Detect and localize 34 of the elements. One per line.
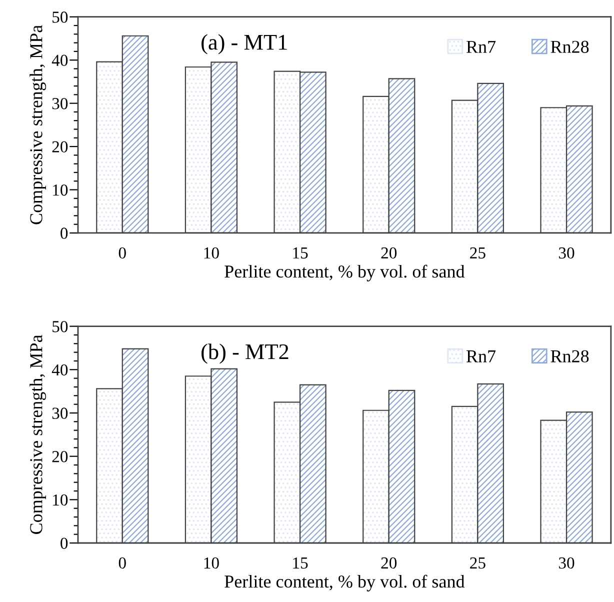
legend-label: Rn28 <box>550 40 589 53</box>
x-tick-label: 0 <box>118 247 126 259</box>
legend-label: Rn7 <box>466 350 496 362</box>
x-tick-label: 15 <box>293 557 308 569</box>
legend-label: Rn7 <box>466 40 496 53</box>
y-tick-label: 50 <box>52 320 68 332</box>
text: (b) - MT2 <box>202 344 288 364</box>
x-tick-label: 15 <box>293 247 308 259</box>
x-axis-title: Perlite content, % by vol. of sand <box>224 574 465 592</box>
x-tick-label: 30 <box>558 557 574 569</box>
x-tick-label: 30 <box>558 247 574 259</box>
y-tick-label: 30 <box>52 98 68 110</box>
x-axis-title: Perlite content, % by vol. of sand <box>224 264 465 282</box>
y-tick-label: 50 <box>52 12 68 23</box>
x-tick-label: 0 <box>118 557 126 569</box>
x-tick-label: 10 <box>204 247 219 259</box>
y-tick-label: 40 <box>52 54 68 66</box>
text: (a) - MT1 <box>202 34 287 54</box>
y-tick-label: 20 <box>52 141 68 152</box>
x-tick-label: 25 <box>470 557 486 569</box>
x-tick-label: 10 <box>204 557 219 569</box>
y-axis-title: Compressive strength, MPa <box>30 25 46 224</box>
y-tick-label: 30 <box>52 408 68 419</box>
x-tick-label: 25 <box>470 247 486 259</box>
x-tick-label: 20 <box>381 557 397 569</box>
y-tick-label: 20 <box>52 451 68 462</box>
y-tick-label: 0 <box>60 538 68 549</box>
y-axis-title: Compressive strength, MPa <box>30 334 46 534</box>
x-tick-label: 20 <box>381 247 397 259</box>
y-tick-label: 40 <box>52 364 68 376</box>
legend-label: Rn28 <box>550 350 589 362</box>
y-tick-label: 10 <box>53 494 68 506</box>
y-tick-label: 10 <box>53 184 68 196</box>
y-tick-label: 0 <box>60 228 68 239</box>
